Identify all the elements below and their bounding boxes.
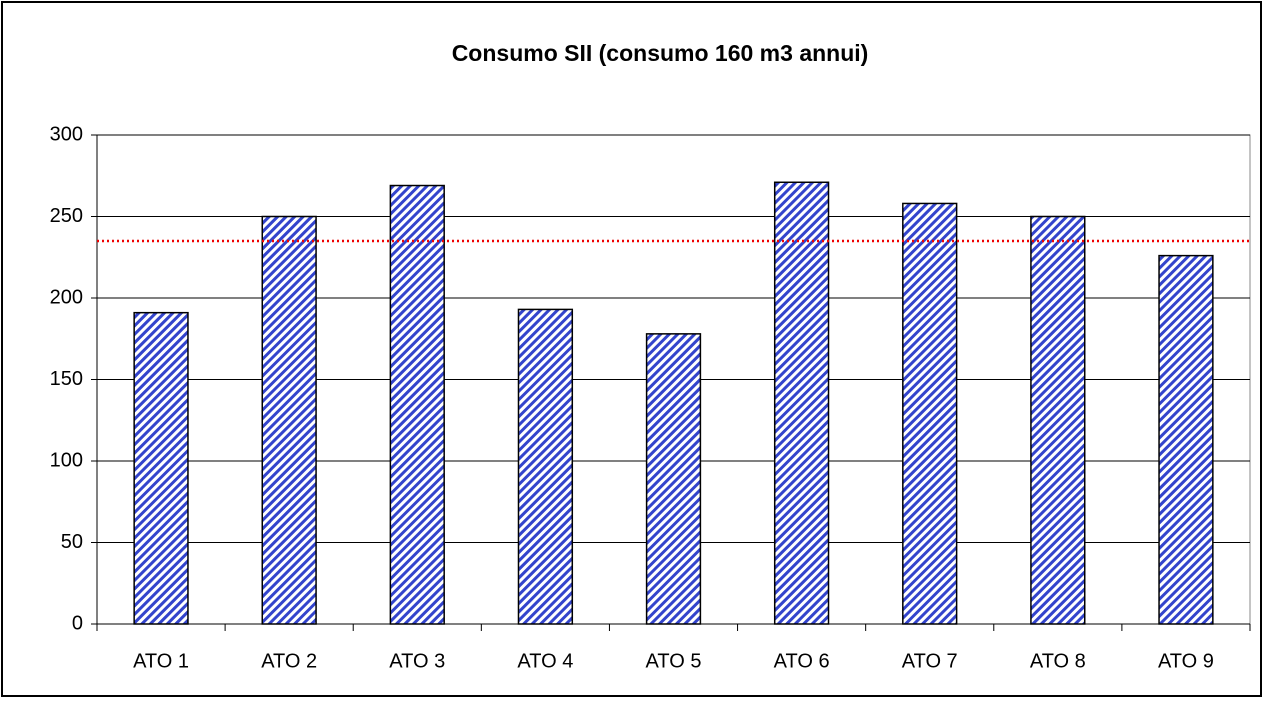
y-tick-label: 200 (50, 286, 83, 308)
bar (1030, 215, 1086, 625)
chart-title: Consumo SII (consumo 160 m3 annui) (452, 40, 869, 66)
x-tick-label: ATO 4 (517, 650, 573, 672)
y-tick-label: 250 (50, 205, 83, 227)
bar (261, 215, 317, 625)
x-tick-label: ATO 6 (774, 650, 830, 672)
y-tick-label: 150 (50, 368, 83, 390)
bar (645, 333, 702, 625)
x-tick-label: ATO 8 (1030, 650, 1086, 672)
x-tick-label: ATO 7 (902, 650, 958, 672)
bar (389, 184, 445, 625)
bar (902, 202, 958, 625)
bar (133, 311, 189, 625)
y-tick-label: 300 (50, 123, 83, 145)
y-tick-label: 0 (72, 612, 83, 634)
x-tick-label: ATO 2 (261, 650, 317, 672)
bar (773, 181, 830, 625)
bar (1158, 254, 1214, 625)
y-tick-label: 100 (50, 449, 83, 471)
x-tick-label: ATO 3 (389, 650, 445, 672)
x-tick-label: ATO 1 (133, 650, 189, 672)
bar (517, 308, 574, 625)
x-tick-label: ATO 5 (646, 650, 702, 672)
y-tick-label: 50 (61, 531, 83, 553)
x-tick-label: ATO 9 (1158, 650, 1214, 672)
